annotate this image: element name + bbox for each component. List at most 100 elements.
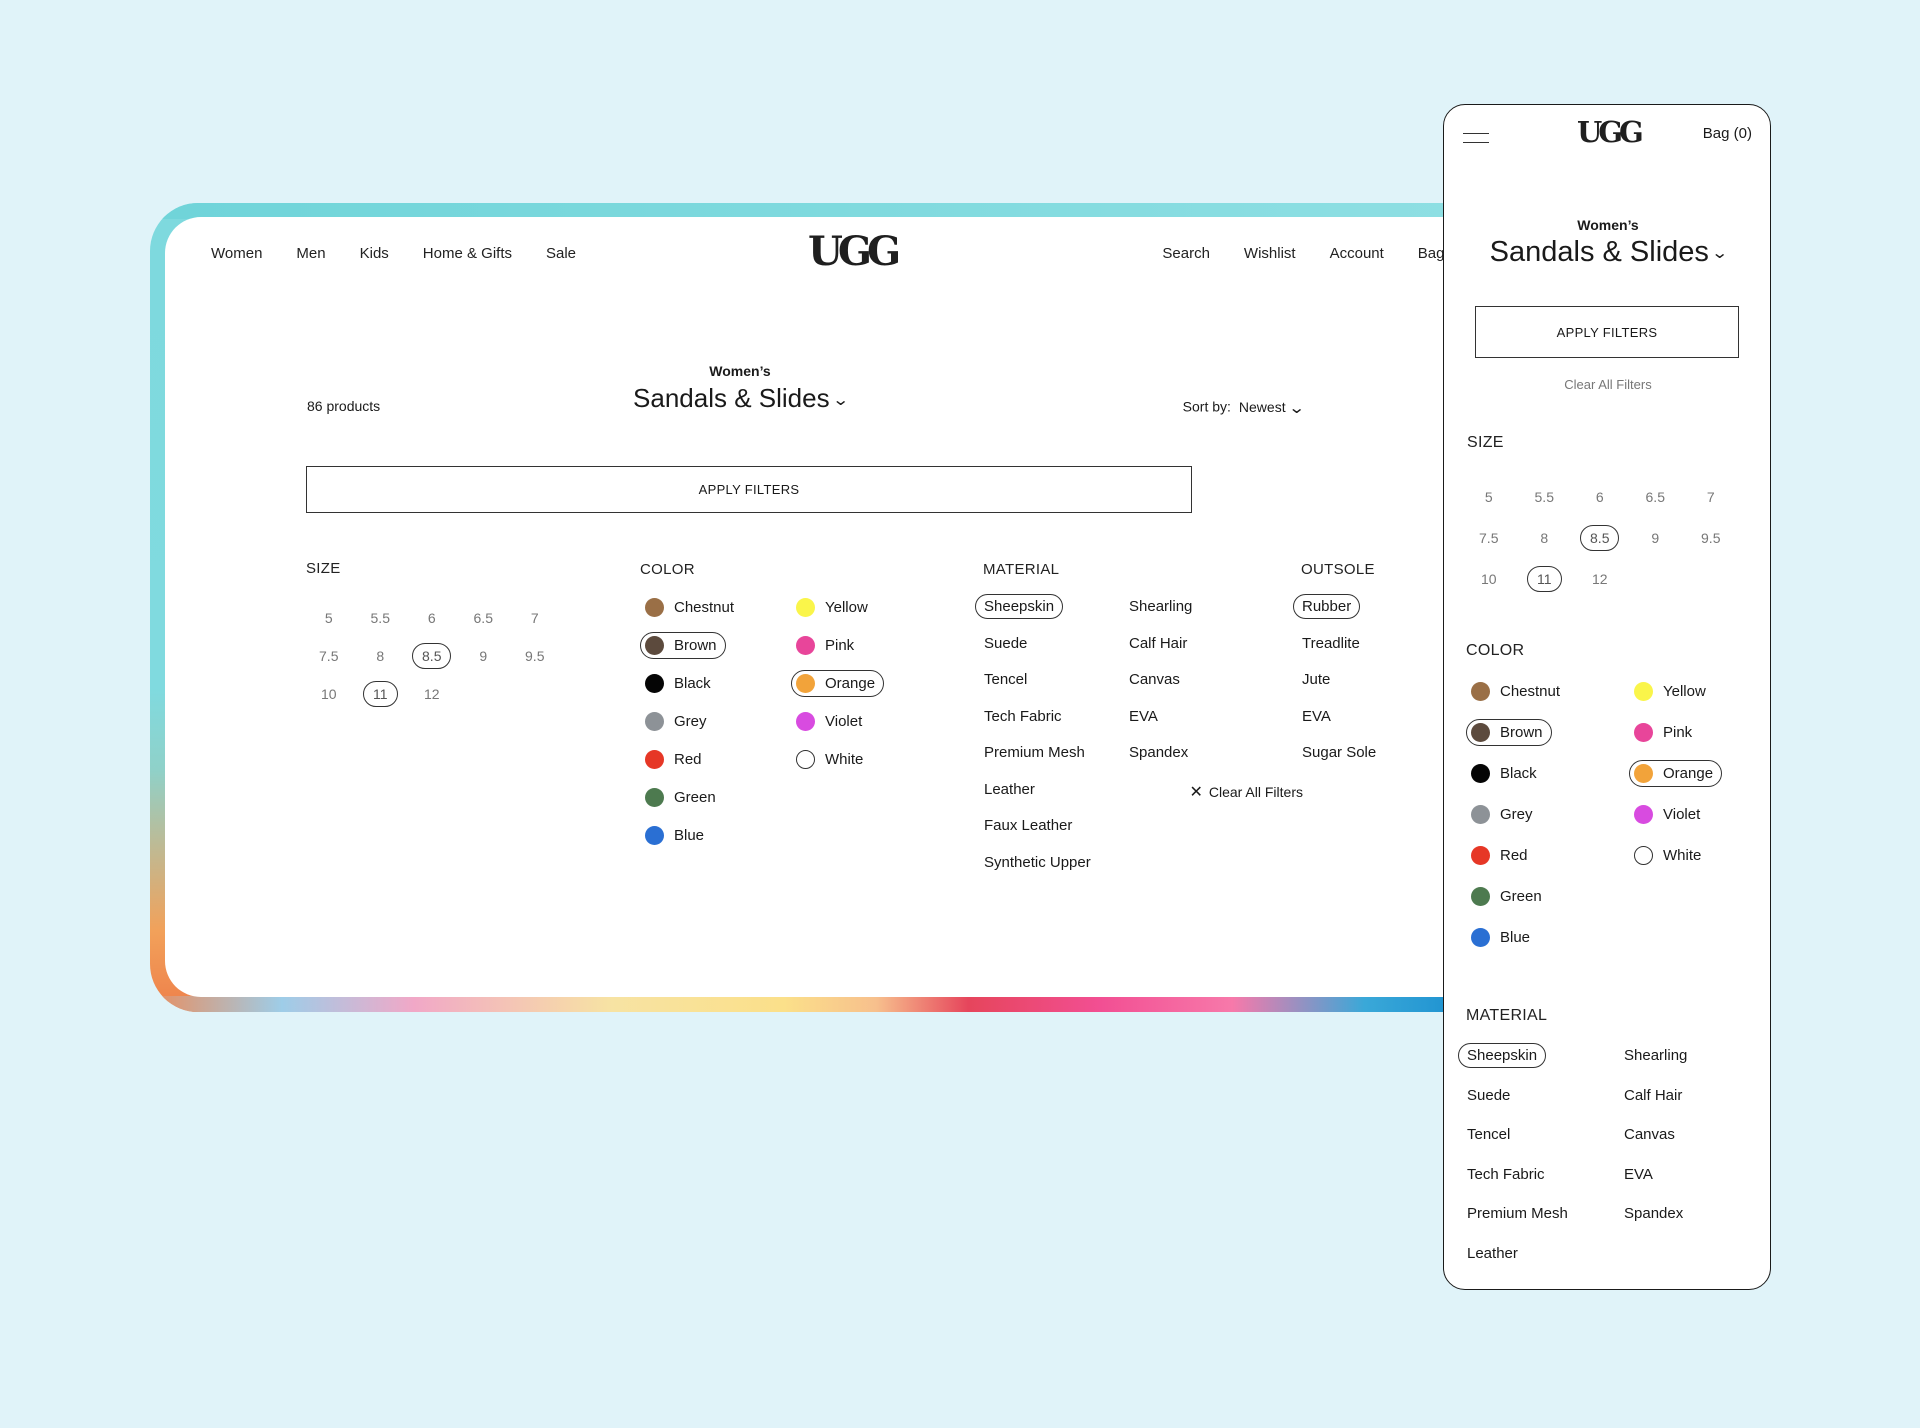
color-option-yellow[interactable]: Yellow xyxy=(796,598,868,617)
size-option-9-5[interactable]: 9.5 xyxy=(509,637,561,675)
material-option-eva[interactable]: EVA xyxy=(1624,1165,1653,1183)
color-option-green[interactable]: Green xyxy=(645,788,716,807)
outsole-option-sugar-sole[interactable]: Sugar Sole xyxy=(1302,744,1377,761)
material-option-sheepskin[interactable]: Sheepskin xyxy=(975,594,1064,619)
size-option-8-5[interactable]: 8.5 xyxy=(406,637,458,675)
material-option-sheepskin[interactable]: Sheepskin xyxy=(1458,1043,1547,1068)
material-option-suede[interactable]: Suede xyxy=(984,634,1028,652)
color-option-pink[interactable]: Pink xyxy=(796,636,854,655)
color-option-orange[interactable]: Orange xyxy=(1629,760,1723,787)
color-option-red[interactable]: Red xyxy=(645,750,702,769)
ugg-logo[interactable]: UGG xyxy=(808,228,901,275)
subcategory-label: Women’s xyxy=(709,363,771,379)
size-option-9[interactable]: 9 xyxy=(458,637,510,675)
color-option-blue[interactable]: Blue xyxy=(645,826,704,845)
size-label: 7.5 xyxy=(319,648,339,664)
size-option-9-5[interactable]: 9.5 xyxy=(1683,517,1739,558)
nav-account[interactable]: Account xyxy=(1329,245,1384,262)
size-option-5[interactable]: 5 xyxy=(303,599,355,637)
size-option-6-5[interactable]: 6.5 xyxy=(1628,476,1684,517)
size-option-5-5[interactable]: 5.5 xyxy=(355,599,407,637)
material-option-spandex[interactable]: Spandex xyxy=(1624,1205,1684,1222)
size-option-11[interactable]: 11 xyxy=(355,675,407,713)
size-option-6[interactable]: 6 xyxy=(406,599,458,637)
clear-all-filters-link[interactable]: Clear All Filters xyxy=(1564,377,1652,392)
material-option-tech-fabric[interactable]: Tech Fabric xyxy=(984,707,1062,725)
outsole-option-eva[interactable]: EVA xyxy=(1302,707,1331,725)
nav-sale[interactable]: Sale xyxy=(545,245,577,262)
material-option-suede[interactable]: Suede xyxy=(1467,1086,1511,1104)
color-option-white[interactable]: White xyxy=(1634,846,1701,865)
color-option-white[interactable]: White xyxy=(796,750,863,769)
material-option-canvas[interactable]: Canvas xyxy=(1129,671,1180,688)
color-option-black[interactable]: Black xyxy=(1471,764,1537,783)
size-option-7[interactable]: 7 xyxy=(509,599,561,637)
material-option-faux-leather[interactable]: Faux Leather xyxy=(984,817,1073,834)
outsole-option-rubber[interactable]: Rubber xyxy=(1293,594,1361,619)
color-option-brown[interactable]: Brown xyxy=(640,632,726,659)
color-option-orange[interactable]: Orange xyxy=(791,670,885,697)
material-option-calf-hair[interactable]: Calf Hair xyxy=(1624,1086,1683,1104)
nav-home-gifts[interactable]: Home & Gifts xyxy=(422,245,512,262)
apply-filters-button[interactable]: APPLY FILTERS xyxy=(1475,306,1739,358)
material-option-shearling[interactable]: Shearling xyxy=(1129,598,1193,615)
clear-all-filters-link[interactable]: ✕ Clear All Filters xyxy=(1189,782,1303,802)
color-option-blue[interactable]: Blue xyxy=(1471,928,1530,947)
material-option-tencel[interactable]: Tencel xyxy=(1467,1126,1511,1143)
nav-men[interactable]: Men xyxy=(296,245,326,262)
size-option-5[interactable]: 5 xyxy=(1461,476,1517,517)
material-option-eva[interactable]: EVA xyxy=(1129,707,1158,725)
menu-icon[interactable] xyxy=(1463,133,1489,143)
category-dropdown[interactable]: Sandals & Slides ⌄ xyxy=(165,383,1315,414)
outsole-option-jute[interactable]: Jute xyxy=(1302,671,1331,688)
color-option-yellow[interactable]: Yellow xyxy=(1634,682,1706,701)
size-option-10[interactable]: 10 xyxy=(303,675,355,713)
nav-wishlist[interactable]: Wishlist xyxy=(1243,245,1296,262)
size-option-6-5[interactable]: 6.5 xyxy=(458,599,510,637)
material-option-calf-hair[interactable]: Calf Hair xyxy=(1129,634,1188,652)
color-option-grey[interactable]: Grey xyxy=(645,712,707,731)
color-option-red[interactable]: Red xyxy=(1471,846,1528,865)
color-option-brown[interactable]: Brown xyxy=(1466,719,1552,746)
size-option-11[interactable]: 11 xyxy=(1517,558,1573,599)
color-option-violet[interactable]: Violet xyxy=(1634,805,1700,824)
color-option-pink[interactable]: Pink xyxy=(1634,723,1692,742)
nav-search[interactable]: Search xyxy=(1162,245,1210,262)
material-option-leather[interactable]: Leather xyxy=(1467,1244,1518,1262)
outsole-option-treadlite[interactable]: Treadlite xyxy=(1302,634,1360,652)
material-option-synthetic-upper[interactable]: Synthetic Upper xyxy=(984,853,1091,871)
material-option-spandex[interactable]: Spandex xyxy=(1129,744,1189,761)
nav-women[interactable]: Women xyxy=(211,245,263,262)
material-option-premium-mesh[interactable]: Premium Mesh xyxy=(984,744,1085,761)
material-option-tech-fabric[interactable]: Tech Fabric xyxy=(1467,1165,1545,1183)
color-option-chestnut[interactable]: Chestnut xyxy=(645,598,734,617)
material-option-tencel[interactable]: Tencel xyxy=(984,671,1028,688)
size-option-6[interactable]: 6 xyxy=(1572,476,1628,517)
size-option-5-5[interactable]: 5.5 xyxy=(1517,476,1573,517)
material-option-canvas[interactable]: Canvas xyxy=(1624,1126,1675,1143)
color-option-grey[interactable]: Grey xyxy=(1471,805,1533,824)
ugg-logo[interactable]: UGG xyxy=(1577,115,1644,149)
category-dropdown[interactable]: Sandals & Slides ⌄ xyxy=(1444,236,1770,269)
color-option-green[interactable]: Green xyxy=(1471,887,1542,906)
size-option-12[interactable]: 12 xyxy=(406,675,458,713)
size-option-9[interactable]: 9 xyxy=(1628,517,1684,558)
color-option-chestnut[interactable]: Chestnut xyxy=(1471,682,1560,701)
color-option-violet[interactable]: Violet xyxy=(796,712,862,731)
sort-dropdown[interactable]: Sort by: Newest ⌄ xyxy=(1183,398,1305,418)
size-option-7-5[interactable]: 7.5 xyxy=(1461,517,1517,558)
color-option-black[interactable]: Black xyxy=(645,674,711,693)
size-option-12[interactable]: 12 xyxy=(1572,558,1628,599)
material-option-premium-mesh[interactable]: Premium Mesh xyxy=(1467,1205,1568,1222)
apply-filters-button[interactable]: APPLY FILTERS xyxy=(306,466,1192,513)
size-option-8[interactable]: 8 xyxy=(1517,517,1573,558)
size-option-7[interactable]: 7 xyxy=(1683,476,1739,517)
bag-link[interactable]: Bag (0) xyxy=(1702,125,1752,142)
nav-kids[interactable]: Kids xyxy=(359,245,389,262)
size-option-8-5[interactable]: 8.5 xyxy=(1572,517,1628,558)
material-option-shearling[interactable]: Shearling xyxy=(1624,1047,1688,1064)
material-option-leather[interactable]: Leather xyxy=(984,780,1035,798)
size-option-7-5[interactable]: 7.5 xyxy=(303,637,355,675)
size-option-8[interactable]: 8 xyxy=(355,637,407,675)
size-option-10[interactable]: 10 xyxy=(1461,558,1517,599)
